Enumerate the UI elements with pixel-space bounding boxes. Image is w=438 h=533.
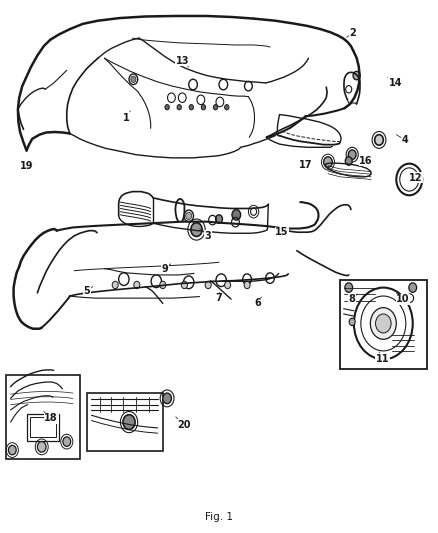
Circle shape — [189, 104, 194, 110]
Circle shape — [201, 104, 205, 110]
Circle shape — [225, 281, 231, 289]
Text: 10: 10 — [396, 294, 410, 304]
Circle shape — [37, 442, 46, 452]
Circle shape — [123, 415, 135, 430]
Circle shape — [345, 157, 352, 165]
Circle shape — [8, 445, 16, 455]
Circle shape — [186, 212, 192, 220]
Circle shape — [396, 164, 422, 195]
Text: 9: 9 — [162, 264, 168, 273]
Circle shape — [374, 135, 383, 145]
Bar — [30, 417, 57, 438]
Circle shape — [181, 281, 187, 289]
Text: 1: 1 — [123, 113, 129, 123]
Text: 5: 5 — [84, 286, 91, 296]
Circle shape — [177, 104, 181, 110]
Text: 11: 11 — [376, 354, 389, 364]
Text: 15: 15 — [276, 227, 289, 237]
Circle shape — [131, 76, 136, 83]
Circle shape — [63, 437, 71, 446]
Circle shape — [191, 223, 202, 237]
Text: 20: 20 — [177, 419, 190, 430]
Bar — [87, 393, 163, 451]
Circle shape — [349, 318, 355, 326]
Circle shape — [353, 71, 360, 80]
Circle shape — [371, 308, 396, 340]
Circle shape — [134, 281, 140, 289]
Text: 4: 4 — [402, 135, 408, 145]
Circle shape — [244, 281, 250, 289]
Circle shape — [205, 281, 211, 289]
Text: 19: 19 — [20, 161, 33, 171]
Text: 8: 8 — [349, 294, 356, 304]
Text: 18: 18 — [44, 414, 58, 423]
Circle shape — [232, 209, 240, 220]
Bar — [340, 280, 427, 369]
Text: 7: 7 — [215, 293, 223, 303]
Text: 17: 17 — [299, 160, 312, 170]
Circle shape — [345, 283, 353, 292]
Text: 2: 2 — [350, 28, 357, 38]
Circle shape — [225, 104, 229, 110]
Text: 13: 13 — [176, 56, 189, 66]
Circle shape — [215, 215, 223, 223]
Bar — [6, 375, 80, 459]
Bar — [27, 414, 59, 441]
Text: 12: 12 — [409, 173, 423, 183]
Text: 14: 14 — [389, 78, 402, 88]
Circle shape — [165, 104, 169, 110]
Text: 16: 16 — [359, 156, 373, 166]
Circle shape — [375, 314, 391, 333]
Circle shape — [160, 281, 166, 289]
Circle shape — [324, 157, 332, 167]
Text: 6: 6 — [254, 298, 261, 309]
Text: 3: 3 — [205, 231, 212, 241]
Circle shape — [348, 150, 356, 159]
Circle shape — [112, 281, 118, 289]
Circle shape — [409, 283, 417, 292]
Circle shape — [213, 104, 218, 110]
Text: Fig. 1: Fig. 1 — [205, 512, 233, 522]
Circle shape — [163, 393, 171, 403]
